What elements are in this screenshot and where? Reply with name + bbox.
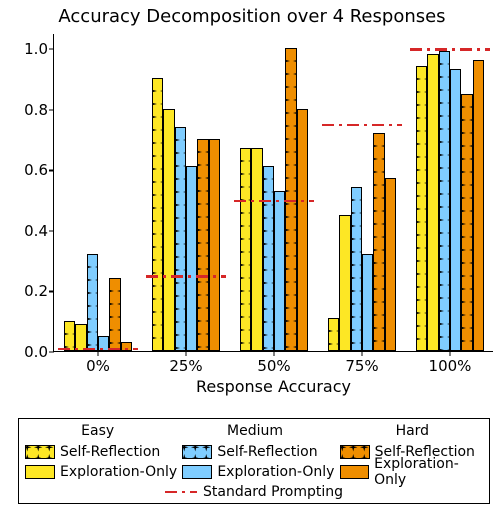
bar bbox=[373, 133, 384, 351]
legend-label: Self-Reflection bbox=[60, 444, 160, 460]
legend-entry: Self-Reflection bbox=[182, 443, 317, 461]
legend-column-title: Easy bbox=[81, 423, 114, 439]
bar bbox=[109, 278, 120, 351]
legend: Easy Self-Reflection Exploration-Only Mediu… bbox=[18, 418, 490, 504]
bar bbox=[186, 166, 197, 351]
ytick-label: 0.0 bbox=[24, 343, 54, 361]
legend-swatch bbox=[182, 465, 212, 479]
legend-label: Self-Reflection bbox=[217, 444, 317, 460]
reference-line bbox=[234, 200, 313, 203]
bar bbox=[461, 94, 472, 351]
ytick-label: 0.6 bbox=[24, 161, 54, 179]
legend-entry: Exploration-Only bbox=[340, 463, 489, 481]
bar bbox=[152, 78, 163, 351]
bar bbox=[450, 69, 461, 351]
legend-entry: Exploration-Only bbox=[25, 463, 177, 481]
legend-column-title: Hard bbox=[396, 423, 430, 439]
plot-area: 0.00.20.40.60.81.00%25%50%75%100%Respons… bbox=[53, 34, 493, 352]
bar bbox=[339, 215, 350, 351]
bar bbox=[328, 318, 339, 351]
legend-label: Exploration-Only bbox=[60, 464, 177, 480]
bar bbox=[175, 127, 186, 351]
bar bbox=[473, 60, 484, 351]
x-axis-label: Response Accuracy bbox=[196, 377, 351, 396]
bar bbox=[197, 139, 208, 351]
ytick-label: 1.0 bbox=[24, 40, 54, 58]
bar bbox=[297, 109, 308, 351]
figure: Accuracy Decomposition over 4 Responses … bbox=[0, 0, 504, 510]
xtick-label: 100% bbox=[429, 351, 472, 375]
bar bbox=[209, 139, 220, 351]
legend-entry: Self-Reflection bbox=[25, 443, 160, 461]
bar bbox=[240, 148, 251, 351]
reference-line bbox=[322, 124, 401, 127]
legend-label: Exploration-Only bbox=[374, 456, 489, 488]
bar bbox=[416, 66, 427, 351]
legend-swatch bbox=[340, 465, 369, 479]
xtick-label: 50% bbox=[257, 351, 290, 375]
legend-entry: Standard Prompting bbox=[165, 483, 343, 501]
bar bbox=[251, 148, 262, 351]
bar bbox=[87, 254, 98, 351]
bar bbox=[274, 191, 285, 352]
legend-swatch bbox=[25, 465, 55, 479]
reference-line bbox=[410, 48, 489, 51]
legend-line-swatch bbox=[165, 491, 197, 494]
bar bbox=[362, 254, 373, 351]
bar bbox=[439, 51, 450, 351]
legend-label: Standard Prompting bbox=[203, 484, 343, 500]
legend-entry: Exploration-Only bbox=[182, 463, 334, 481]
legend-swatch bbox=[340, 445, 370, 459]
bar bbox=[351, 187, 362, 351]
ytick-label: 0.4 bbox=[24, 222, 54, 240]
legend-column-title: Medium bbox=[227, 423, 283, 439]
bar bbox=[75, 324, 86, 351]
xtick-label: 25% bbox=[169, 351, 202, 375]
legend-swatch bbox=[25, 445, 55, 459]
bar bbox=[263, 166, 274, 351]
chart-title: Accuracy Decomposition over 4 Responses bbox=[0, 6, 504, 27]
legend-label: Exploration-Only bbox=[217, 464, 334, 480]
xtick-label: 75% bbox=[345, 351, 378, 375]
bar bbox=[163, 109, 174, 351]
xtick-label: 0% bbox=[86, 351, 110, 375]
bar bbox=[427, 54, 438, 351]
ytick-label: 0.2 bbox=[24, 282, 54, 300]
bar bbox=[385, 178, 396, 351]
bar bbox=[64, 321, 75, 351]
legend-swatch bbox=[182, 445, 212, 459]
ytick-label: 0.8 bbox=[24, 101, 54, 119]
reference-line bbox=[58, 348, 137, 351]
reference-line bbox=[146, 275, 225, 278]
